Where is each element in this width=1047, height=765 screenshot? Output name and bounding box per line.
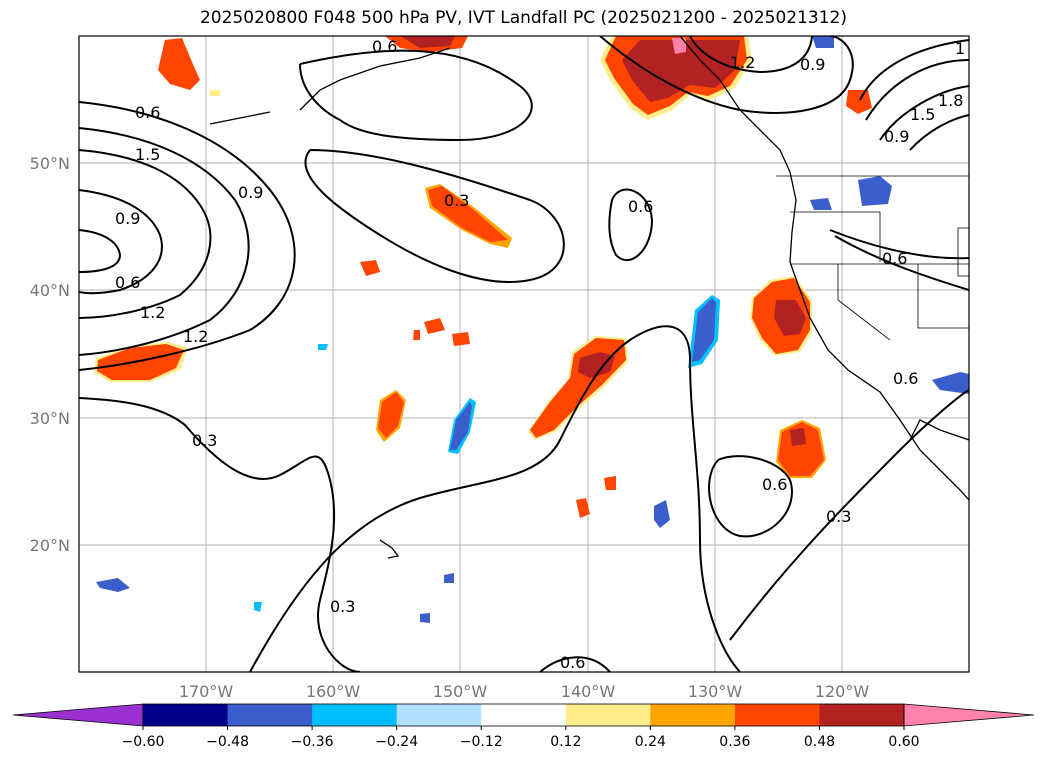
colorbar-segment [312, 704, 398, 726]
colorbar-tick-label: −0.12 [460, 734, 503, 750]
map-title: 2025020800 F048 500 hPa PV, IVT Landfall… [199, 8, 847, 28]
map-area [79, 36, 969, 672]
contour-label: 0.6 [135, 103, 160, 122]
colorbar-tick-label: −0.60 [122, 734, 165, 750]
contour-labels: 0.6 1.5 0.9 0.9 0.6 1.2 1.2 0.3 0.3 0.6 … [115, 37, 965, 672]
colorbar: −0.60 −0.48 −0.36 −0.24 −0.12 0.12 0.24 0.36 0.4… [12, 703, 1035, 750]
colorbar-segment [819, 704, 905, 726]
colorbar-tick-label: 0.36 [719, 734, 750, 750]
contour-label: 0.3 [444, 191, 469, 210]
contour-label: 0.9 [800, 55, 825, 74]
lat-labels: 50°N 40°N 30°N 20°N [30, 154, 70, 555]
colorbar-tick-label: 0.48 [804, 734, 835, 750]
lon-label: 160°W [306, 682, 361, 701]
pc-fill-positive [94, 36, 872, 518]
contour-label: 0.9 [115, 209, 140, 228]
pc-fill-negative [96, 36, 969, 623]
colorbar-segment [143, 704, 229, 726]
contour-label: 1 [955, 39, 965, 58]
contour-label: 1.8 [938, 91, 963, 110]
contour-label: 1.2 [730, 53, 755, 72]
contour-label: 0.6 [115, 273, 140, 292]
contour-label: 0.3 [826, 507, 851, 526]
contour-label: 0.6 [372, 37, 397, 56]
contour-label: 0.3 [330, 597, 355, 616]
colorbar-segment [650, 704, 736, 726]
contour-label: 0.9 [238, 183, 263, 202]
lon-labels: 170°W 160°W 150°W 140°W 130°W 120°W [179, 682, 870, 701]
contour-label: 0.6 [762, 475, 787, 494]
contour-label: 0.9 [884, 127, 909, 146]
lat-label: 50°N [30, 154, 70, 173]
contour-label: 0.3 [192, 431, 217, 450]
coastlines [209, 36, 969, 559]
contour-label: 1.5 [135, 145, 160, 164]
colorbar-segment [227, 704, 313, 726]
colorbar-tick-label: −0.24 [375, 734, 418, 750]
lat-label: 40°N [30, 281, 70, 300]
lon-label: 120°W [815, 682, 870, 701]
colorbar-tick-label: −0.48 [206, 734, 249, 750]
colorbar-segment [396, 704, 482, 726]
lon-label: 140°W [561, 682, 616, 701]
colorbar-extend-high [903, 703, 1035, 727]
colorbar-segment [734, 704, 820, 726]
lat-label: 20°N [30, 536, 70, 555]
lon-label: 170°W [179, 682, 234, 701]
contour-label: 1.2 [140, 303, 165, 322]
lon-label: 130°W [688, 682, 743, 701]
contour-label: 0.6 [882, 249, 907, 268]
contour-label: 1.5 [910, 105, 935, 124]
contour-label: 0.6 [893, 369, 918, 388]
contour-label: 0.6 [628, 197, 653, 216]
map-frame [78, 35, 970, 673]
political-borders [776, 175, 969, 341]
lat-label: 30°N [30, 409, 70, 428]
pv-contours [79, 36, 969, 672]
contour-label: 0.6 [560, 653, 585, 672]
colorbar-tick-label: −0.36 [291, 734, 334, 750]
colorbar-outline [142, 703, 905, 727]
contour-label: 1.2 [183, 327, 208, 346]
colorbar-segment [565, 704, 651, 726]
colorbar-tick-label: 0.60 [888, 734, 919, 750]
colorbar-tick-label: 0.12 [550, 734, 581, 750]
lon-label: 150°W [433, 682, 488, 701]
colorbar-segment [481, 704, 567, 726]
colorbar-extend-low [12, 703, 144, 727]
colorbar-tick-label: 0.24 [635, 734, 666, 750]
